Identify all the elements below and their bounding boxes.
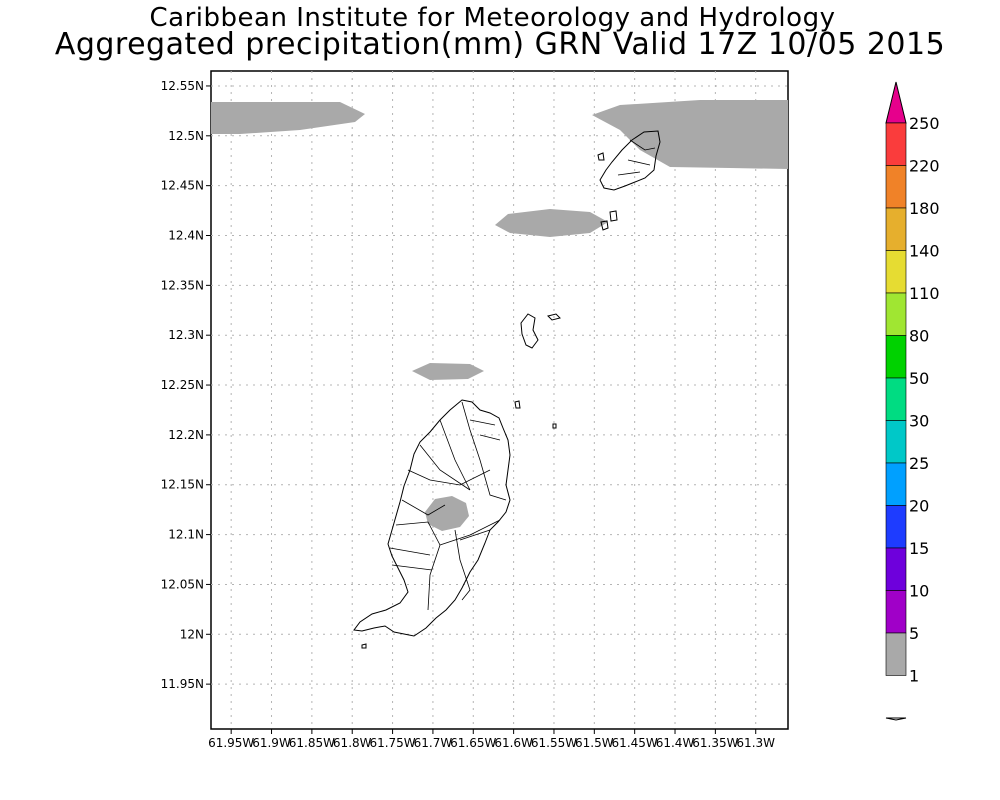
colorbar-segment [885, 547, 907, 591]
lat-tick-label: 12.45N [161, 179, 204, 193]
lon-tick-label: 61.9W [252, 736, 291, 750]
map-frame [210, 70, 789, 730]
colorbar-segment [885, 632, 907, 676]
precip-area-central-north [495, 209, 608, 237]
lon-tick-label: 61.8W [333, 736, 372, 750]
colorbar-segment [885, 165, 907, 209]
lon-tick-label: 61.85W [289, 736, 335, 750]
lon-tick-label: 61.4W [656, 736, 695, 750]
colorbar-segment [885, 250, 907, 294]
colorbar-label: 80 [909, 327, 929, 346]
chart-title: Caribbean Institute for Meteorology and … [149, 3, 836, 33]
grid-lines [206, 71, 788, 734]
lon-tick-label: 61.6W [494, 736, 533, 750]
colorbar-min-arrow [885, 717, 907, 721]
lat-tick-label: 12.4N [168, 229, 204, 243]
colorbar-segment [885, 122, 907, 166]
land-outlines [353, 130, 661, 649]
colorbar-label: 15 [909, 539, 929, 558]
colorbar-label: 180 [909, 199, 940, 218]
lon-tick-label: 61.3W [736, 736, 775, 750]
lon-tick-label: 61.45W [612, 736, 658, 750]
colorbar-label: 20 [909, 497, 929, 516]
colorbar-segment [885, 505, 907, 549]
lat-tick-label: 11.95N [161, 677, 204, 691]
chart-subtitle: Aggregated precipitation(mm) GRN Valid 1… [54, 27, 946, 62]
lon-tick-labels: 61.95W61.9W61.85W61.8W61.75W61.7W61.65W6… [208, 736, 775, 750]
colorbar-segment [885, 420, 907, 464]
lat-tick-label: 12.05N [161, 577, 204, 591]
colorbar-segment [885, 590, 907, 634]
colorbar-label: 5 [909, 624, 919, 643]
small-island-2 [600, 220, 609, 231]
lon-tick-label: 61.65W [450, 736, 496, 750]
small-island-5 [514, 400, 521, 409]
colorbar-segment [885, 335, 907, 379]
precip-area-northwest [211, 102, 365, 134]
lat-tick-label: 12.5N [168, 129, 204, 143]
colorbar-label: 1 [909, 667, 919, 686]
carriacou-boundaries [617, 139, 656, 176]
lon-tick-label: 61.75W [369, 736, 415, 750]
lat-tick-label: 12.35N [161, 278, 204, 292]
small-island-4 [547, 313, 561, 321]
lat-tick-label: 12.25N [161, 378, 204, 392]
lat-tick-labels: 12.55N 12.5N 12.45N 12.4N 12.35N 12.3N 12.25N 1… [161, 79, 204, 691]
colorbar-segment [885, 462, 907, 506]
colorbar-label: 25 [909, 454, 929, 473]
lat-tick-label: 12.3N [168, 328, 204, 342]
precip-area-central [412, 363, 484, 380]
lon-tick-label: 61.35W [692, 736, 738, 750]
small-island-8 [361, 643, 367, 649]
lon-tick-label: 61.7W [414, 736, 453, 750]
colorbar-label: 30 [909, 412, 929, 431]
lon-tick-label: 61.95W [208, 736, 254, 750]
lon-tick-label: 61.5W [575, 736, 614, 750]
lat-tick-label: 12N [180, 627, 204, 641]
grenada-island-outline [353, 399, 511, 637]
colorbar-label: 10 [909, 582, 929, 601]
lon-tick-label: 61.55W [531, 736, 577, 750]
colorbar-label: 110 [909, 284, 940, 303]
lat-tick-label: 12.15N [161, 478, 204, 492]
colorbar-label: 140 [909, 242, 940, 261]
colorbar-segment [885, 292, 907, 336]
small-island-6 [597, 152, 605, 161]
precip-areas [211, 100, 788, 531]
colorbar-segment [885, 207, 907, 251]
lat-tick-label: 12.55N [161, 79, 204, 93]
grenada-parish-boundaries [389, 401, 507, 611]
small-island-3 [609, 210, 618, 222]
precip-area-grenada [425, 496, 469, 531]
lat-tick-label: 12.2N [168, 428, 204, 442]
colorbar-label: 250 [909, 114, 940, 133]
colorbar-label: 220 [909, 157, 940, 176]
carriacou-outline [599, 130, 661, 191]
precip-area-northeast [592, 100, 788, 169]
small-island-7 [552, 423, 557, 429]
colorbar-segment [885, 377, 907, 421]
colorbar-max-arrow [885, 81, 907, 124]
lat-tick-label: 12.1N [168, 528, 204, 542]
small-island-1 [520, 313, 539, 349]
colorbar-label: 50 [909, 369, 929, 388]
